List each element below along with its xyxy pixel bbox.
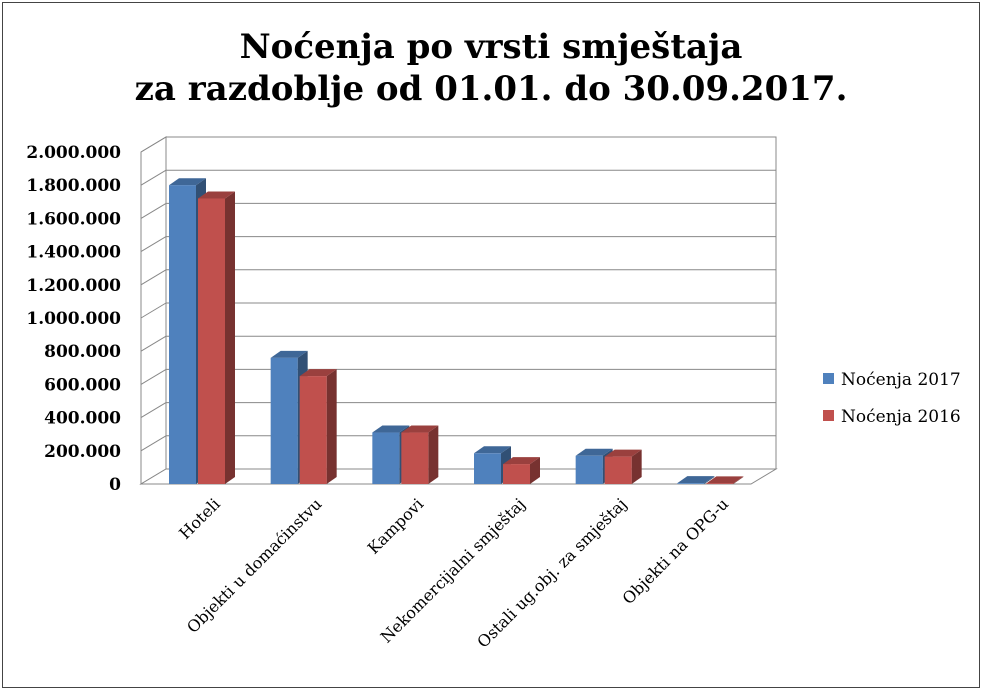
- bar-top: [706, 476, 744, 484]
- bar-side: [530, 457, 540, 484]
- bar-side: [428, 425, 439, 484]
- gridline-side: [140, 335, 167, 352]
- plot-area: 0 200.000 400.000 600.000 800.000 1.000.000 1.…: [26, 136, 778, 652]
- y-tick-label: 800.000: [44, 342, 121, 362]
- bar-side: [225, 191, 235, 485]
- gridline-side: [140, 202, 167, 219]
- legend-swatch: [823, 410, 834, 421]
- y-tick-label: 600.000: [44, 375, 121, 395]
- bar-top: [474, 446, 511, 454]
- chart-canvas: Noćenja po vrsti smještaja za razdoblje …: [26, 27, 961, 652]
- y-tick-label: 1.000.000: [26, 309, 121, 329]
- bar-5-1: [706, 476, 744, 484]
- bar-top: [503, 457, 540, 465]
- x-category-label: Kampovi: [364, 494, 427, 557]
- gridline-side: [140, 435, 167, 452]
- bar-top: [169, 178, 206, 186]
- y-tick-label: 1.400.000: [26, 243, 121, 263]
- bar-2-1: [401, 425, 439, 484]
- gridline-side: [140, 402, 167, 419]
- bar-front: [270, 357, 298, 484]
- bar-front: [198, 198, 225, 485]
- bar-top: [299, 369, 337, 377]
- bar-front: [677, 483, 705, 484]
- x-category-label: Objekti na OPG-u: [619, 494, 733, 608]
- y-tick-label: 1.600.000: [26, 209, 121, 229]
- y-tick-label: 0: [109, 475, 121, 495]
- bar-front: [401, 432, 429, 484]
- bar-front: [604, 456, 632, 484]
- bar-0-1: [198, 191, 235, 485]
- bar-side: [733, 476, 744, 484]
- gridline-side: [140, 236, 167, 253]
- y-tick-label: 400.000: [44, 409, 121, 429]
- bar-top: [401, 425, 439, 433]
- bar-3-1: [503, 457, 540, 484]
- gridline-side: [140, 302, 167, 319]
- bar-top: [604, 449, 642, 457]
- bar-top: [198, 191, 235, 199]
- bar-top: [270, 350, 308, 358]
- chart-title-line-1: Noćenja po vrsti smještaja: [240, 27, 743, 67]
- y-tick-label: 200.000: [44, 442, 121, 462]
- legend-label: Noćenja 2016: [841, 407, 961, 427]
- gridline-side: [140, 169, 167, 186]
- legend: Noćenja 2017 Noćenja 2016: [823, 370, 961, 427]
- chart-title-line-2: za razdoblje od 01.01. do 30.09.2017.: [135, 69, 848, 109]
- gridline-side: [140, 269, 167, 286]
- bar-top: [372, 425, 410, 433]
- x-category-label: Hoteli: [175, 494, 224, 543]
- bar-top: [575, 448, 613, 456]
- legend-swatch: [823, 373, 834, 384]
- bar-front: [372, 432, 400, 484]
- legend-label: Noćenja 2017: [841, 370, 961, 390]
- bar-front: [706, 483, 734, 484]
- bar-side: [704, 476, 715, 484]
- y-tick-label: 1.800.000: [26, 176, 121, 196]
- bar-side: [326, 369, 337, 484]
- bar-side: [631, 449, 642, 484]
- bar-front: [474, 453, 501, 484]
- bar-1-1: [299, 369, 337, 484]
- gridline-side: [140, 136, 167, 153]
- bar-front: [299, 376, 327, 484]
- gridline-side: [140, 368, 167, 385]
- y-tick-label: 1.200.000: [26, 276, 121, 296]
- bar-front: [503, 464, 530, 484]
- bar-front: [575, 455, 603, 484]
- bar-top: [677, 476, 715, 484]
- bar-5-0: [677, 476, 715, 484]
- bar-4-1: [604, 449, 642, 484]
- y-tick-label: 2.000.000: [26, 143, 121, 163]
- bar-front: [169, 185, 196, 484]
